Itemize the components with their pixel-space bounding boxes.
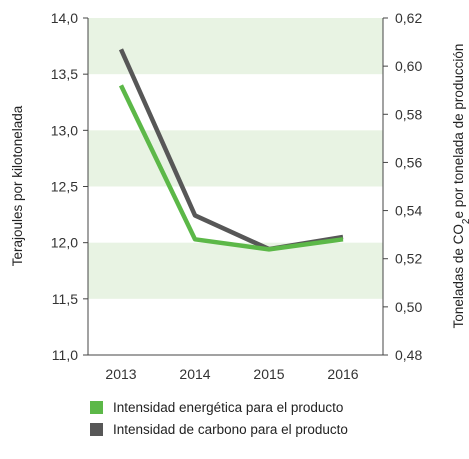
right-axis-title-subscript: 2 [461, 218, 469, 224]
right-axis-title-part1: Toneladas de CO [451, 224, 466, 328]
left-axis-title: Terajoules por kilotonelada [10, 105, 25, 266]
legend-label-energy: Intensidad energética para el producto [113, 399, 344, 415]
left-tick-label: 12,5 [51, 179, 78, 195]
right-axis-ticks: 0,48 0,50 0,52 0,54 0,56 0,58 0,60 0,62 [383, 10, 422, 363]
background-bands [88, 18, 383, 299]
right-axis-title: Toneladas de CO2e por tonelada de produc… [451, 44, 469, 329]
background-band-2 [88, 18, 383, 75]
left-tick-label: 11,0 [52, 347, 78, 363]
legend: Intensidad energética para el producto I… [90, 396, 348, 440]
left-tick-label: 13,0 [51, 122, 78, 138]
legend-item-carbon: Intensidad de carbono para el producto [90, 418, 348, 440]
right-tick-label: 0,62 [395, 10, 422, 26]
right-tick-label: 0,56 [395, 154, 422, 170]
left-tick-label: 13,5 [51, 66, 78, 82]
x-tick-label: 2014 [179, 366, 210, 382]
left-axis-ticks: 11,0 11,5 12,0 12,5 13,0 13,5 14,0 [51, 10, 88, 363]
right-tick-label: 0,50 [395, 299, 422, 315]
series-lines [118, 48, 344, 252]
legend-swatch-carbon [90, 422, 103, 436]
right-axis-title-part2: e por tonelada de producción [451, 44, 466, 219]
legend-label-carbon: Intensidad de carbono para el producto [113, 421, 348, 437]
x-tick-label: 2015 [253, 366, 284, 382]
x-tick-label: 2013 [105, 366, 136, 382]
left-tick-label: 12,0 [51, 235, 78, 251]
right-tick-label: 0,54 [395, 203, 422, 219]
x-tick-label: 2016 [327, 366, 358, 382]
legend-item-energy: Intensidad energética para el producto [90, 396, 348, 418]
background-band-0 [88, 242, 383, 299]
x-axis-ticks: 2013 2014 2015 2016 [105, 366, 358, 382]
right-tick-label: 0,52 [395, 251, 422, 267]
series-line-energy [118, 84, 344, 252]
left-tick-label: 14,0 [51, 10, 78, 26]
legend-swatch-energy [90, 400, 103, 414]
right-tick-label: 0,58 [395, 106, 422, 122]
background-band-1 [88, 130, 383, 187]
right-tick-label: 0,60 [395, 58, 422, 74]
left-tick-label: 11,5 [52, 291, 78, 307]
right-tick-label: 0,48 [395, 347, 422, 363]
